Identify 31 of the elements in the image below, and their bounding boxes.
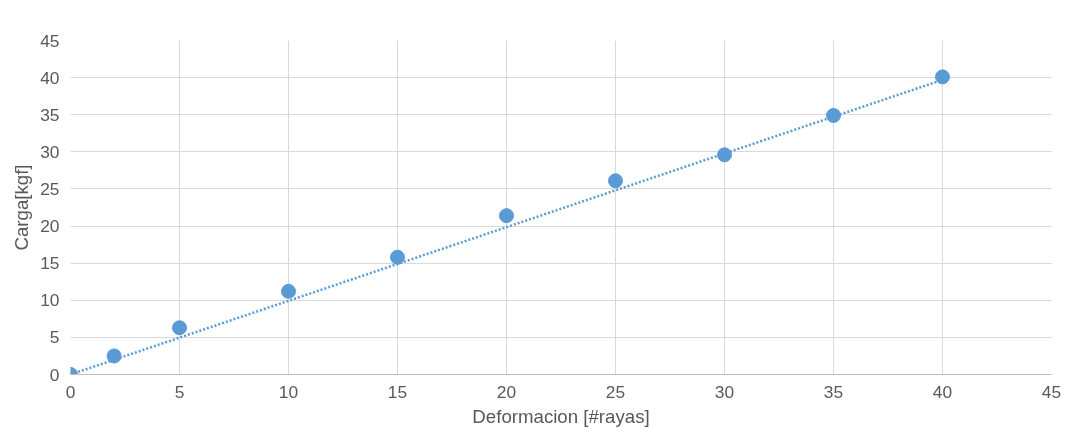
point: [106, 348, 122, 364]
x-tick-label: 35: [823, 381, 844, 402]
y-tick-label: 30: [40, 141, 60, 162]
point: [935, 69, 950, 85]
y-tick-label: 10: [40, 290, 60, 311]
x-axis-title: Deformacion [#rayas]: [472, 405, 650, 427]
y-tick-label: 20: [40, 216, 60, 237]
point: [717, 147, 732, 163]
x-tick-label: 30: [714, 381, 735, 402]
x-tick-label: 10: [278, 381, 299, 402]
point: [608, 173, 623, 189]
x-tick-label: 45: [1041, 381, 1062, 402]
x-tick-label: 25: [605, 381, 626, 402]
point: [390, 249, 405, 265]
y-tick-label: 35: [40, 104, 60, 125]
x-tick-label: 5: [174, 381, 185, 402]
y-tick-label: 5: [49, 327, 60, 348]
x-tick-label: 40: [932, 381, 953, 402]
x-tick-label: 0: [65, 381, 76, 402]
x-tick-label: 15: [387, 381, 408, 402]
y-tick-label: 0: [49, 364, 60, 385]
x-tick-label: 20: [496, 381, 517, 402]
point: [172, 320, 187, 336]
y-tick-label: 15: [40, 253, 60, 274]
y-tick-label: 40: [40, 67, 60, 88]
y-tick-label: 45: [40, 30, 60, 51]
point: [281, 283, 296, 299]
point: [826, 107, 841, 123]
y-axis-title: Carga[kgf]: [11, 164, 33, 251]
point: [499, 208, 514, 224]
y-tick-label: 25: [40, 178, 60, 199]
